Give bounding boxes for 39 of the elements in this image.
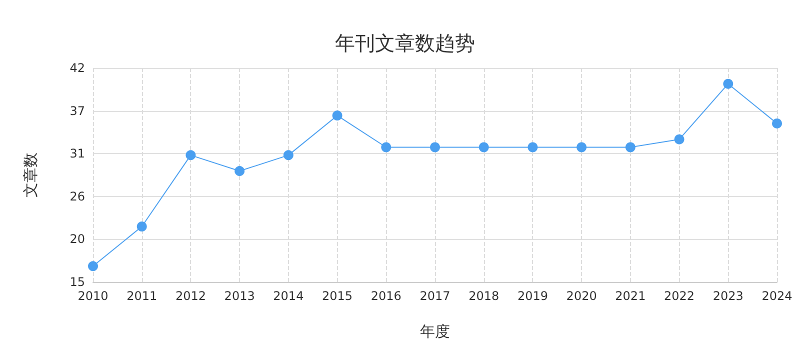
y-tick-label: 15 [70,275,85,289]
x-tick-label: 2018 [468,289,500,303]
y-tick-label: 37 [70,104,85,118]
point [478,142,489,152]
point [723,78,734,89]
x-tick-label: 2013 [224,289,255,303]
x-tick-label: 2023 [712,289,744,303]
y-axis-title: 文章数 [22,152,40,198]
x-tick-label: 2020 [566,289,597,303]
point [88,261,98,272]
point [234,166,245,176]
x-tick-label: 2019 [517,289,548,303]
point [332,110,342,121]
x-axis-title: 年度 [420,322,450,340]
y-tick-label: 20 [70,232,85,246]
chart-title: 年刊文章数趋势 [335,31,475,55]
point [528,142,538,152]
point [283,150,294,160]
x-tick-label: 2024 [762,289,792,303]
x-tick-label: 2017 [420,289,450,303]
x-tick-label: 2010 [78,289,108,303]
point [674,134,684,144]
y-tick-label: 26 [70,189,85,204]
point [186,150,196,160]
x-tick-label: 2016 [370,289,402,303]
point [576,142,587,152]
point [625,142,636,152]
x-tick-label: 2014 [273,289,304,303]
y-tick-label: 42 [70,61,85,75]
point [430,142,440,152]
point [381,142,392,152]
x-tick-label: 2011 [126,289,158,303]
y-tick-label: 31 [70,146,85,161]
x-tick-label: 2021 [615,289,646,303]
x-tick-label: 2022 [664,289,695,303]
point [136,222,147,232]
x-tick-label: 2012 [175,289,206,303]
point [772,118,782,128]
x-tick-label: 2015 [322,289,353,303]
